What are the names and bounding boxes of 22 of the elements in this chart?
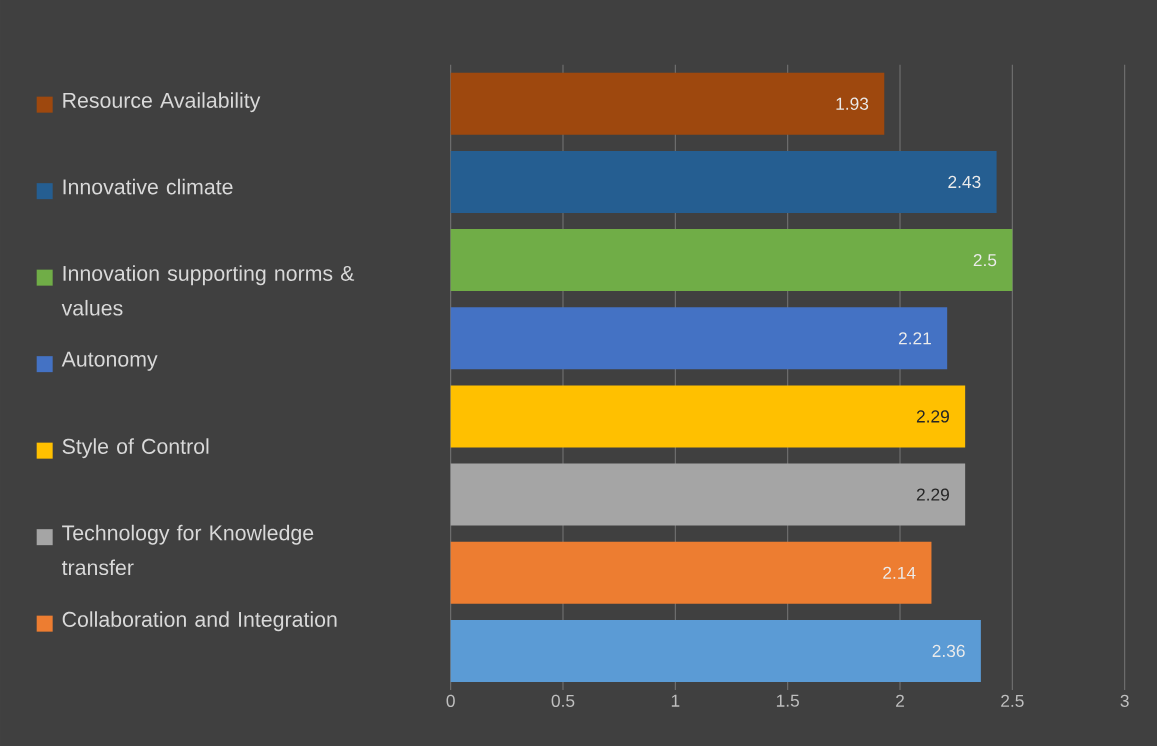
- data-label: 2.14: [883, 566, 916, 579]
- data-label: 2.21: [898, 332, 931, 345]
- x-tick-label: 2.5: [1001, 694, 1024, 707]
- x-tick-label: 1: [671, 694, 680, 707]
- x-tick-label: 3: [1120, 694, 1129, 707]
- legend-label: Resource Availability: [63, 92, 261, 113]
- legend-label: Technology for Knowledge transfer: [61, 524, 314, 576]
- data-label: 2.5: [973, 253, 997, 267]
- x-tick-label: 0: [446, 694, 455, 707]
- legend-label: Autonomy: [61, 351, 158, 371]
- legend-label: Collaboration and Integration: [62, 611, 337, 632]
- x-tick-label: 1.5: [776, 694, 799, 707]
- legend-label: Style of Control: [62, 438, 209, 459]
- data-label: 2.29: [916, 410, 949, 423]
- x-tick-label: 2: [896, 694, 904, 707]
- data-label: 1.93: [836, 97, 869, 110]
- data-label: 2.29: [916, 488, 949, 501]
- data-label: 2.36: [932, 644, 965, 658]
- legend-label: Innovation supporting norms & values: [61, 265, 355, 316]
- data-label: 2.43: [948, 175, 981, 189]
- legend-label: Innovative climate: [63, 178, 233, 195]
- x-tick-label: 0.5: [551, 694, 575, 707]
